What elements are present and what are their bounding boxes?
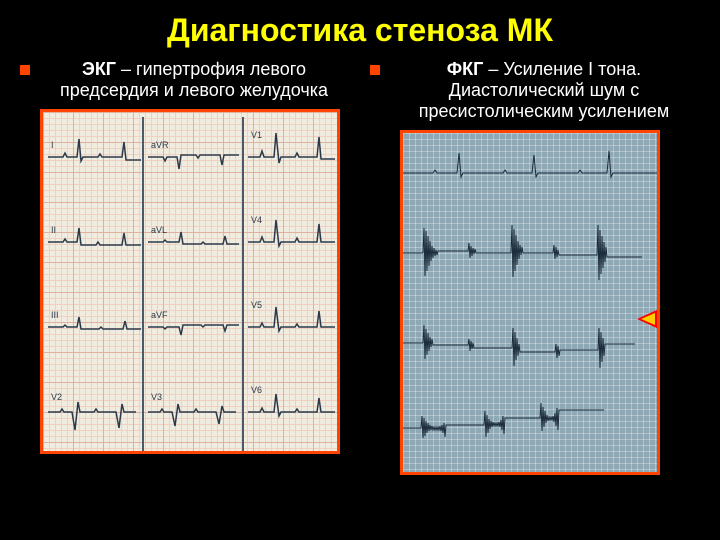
left-bullet-text: ЭКГ – гипертрофия левого предсердия и ле… xyxy=(38,59,350,101)
lead-aVR: aVR xyxy=(151,140,169,150)
columns: ЭКГ – гипертрофия левого предсердия и ле… xyxy=(20,59,700,475)
lead-aVF: aVF xyxy=(151,310,168,320)
slide-root: Диагностика стеноза МК ЭКГ – гипертрофия… xyxy=(0,0,720,540)
left-bullet-row: ЭКГ – гипертрофия левого предсердия и ле… xyxy=(20,59,350,101)
lead-I: I xyxy=(51,140,54,150)
fkg-traces xyxy=(403,133,660,475)
right-bullet-row: ФКГ – Усиление I тона. Диастолический шу… xyxy=(370,59,700,122)
left-column: ЭКГ – гипертрофия левого предсердия и ле… xyxy=(20,59,350,475)
lead-III: III xyxy=(51,310,59,320)
lead-V2: V2 xyxy=(51,392,62,402)
bullet-icon xyxy=(20,65,30,75)
bullet-icon xyxy=(370,65,380,75)
lead-V5: V5 xyxy=(251,300,262,310)
pointer-arrow-icon xyxy=(637,309,659,329)
lead-II: II xyxy=(51,225,56,235)
left-bold: ЭКГ xyxy=(82,59,116,79)
slide-title: Диагностика стеноза МК xyxy=(20,12,700,49)
lead-V4: V4 xyxy=(251,215,262,225)
lead-V3: V3 xyxy=(151,392,162,402)
ecg-traces xyxy=(43,112,340,454)
right-column: ФКГ – Усиление I тона. Диастолический шу… xyxy=(370,59,700,475)
fkg-image xyxy=(400,130,660,475)
lead-V6: V6 xyxy=(251,385,262,395)
ecg-image: I aVR V1 II aVL V4 III aVF V5 V2 V3 V6 xyxy=(40,109,340,454)
lead-V1: V1 xyxy=(251,130,262,140)
right-bold: ФКГ xyxy=(447,59,484,79)
lead-aVL: aVL xyxy=(151,225,167,235)
right-bullet-text: ФКГ – Усиление I тона. Диастолический шу… xyxy=(388,59,700,122)
